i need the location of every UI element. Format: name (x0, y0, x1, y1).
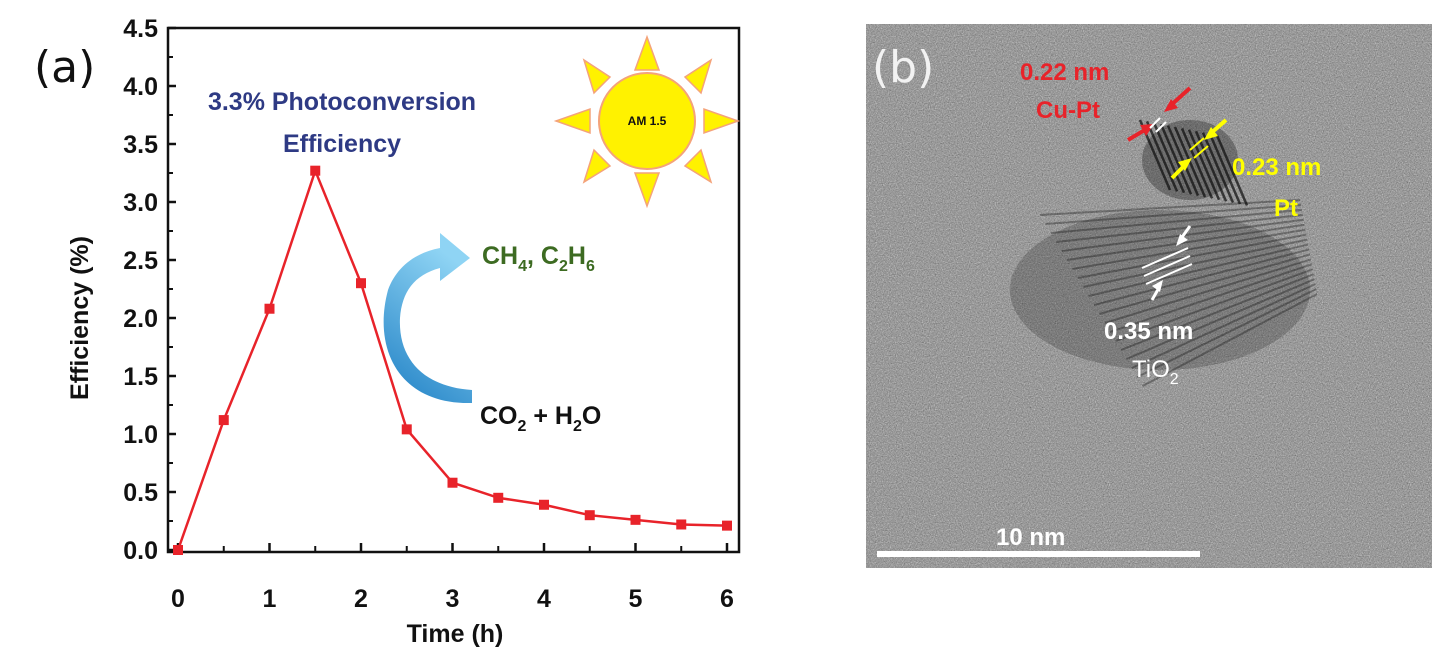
tio2-lattice-fringes (1039, 199, 1318, 387)
lattice-fringe (1180, 127, 1214, 199)
lattice-fringe (1056, 213, 1303, 243)
sun-label: AM 1.5 (628, 114, 667, 128)
lattice-fringe (1115, 268, 1313, 342)
lattice-fringe (1066, 223, 1305, 261)
y-tick-label: 3.5 (123, 131, 158, 159)
x-tick-label: 3 (446, 585, 460, 613)
lattice-fringe (1039, 199, 1301, 216)
lattice-fringe (1145, 120, 1179, 192)
cupt-lattice-fringes (1138, 119, 1249, 206)
pt-label: Pt (1274, 195, 1298, 222)
lattice-fringe (1131, 283, 1316, 369)
lattice-fringe (1173, 126, 1207, 198)
data-point (310, 165, 321, 176)
lattice-fringe (1201, 132, 1235, 204)
lattice-fringe (1072, 228, 1306, 270)
lattice-fringe (1194, 130, 1228, 202)
x-tick-label: 4 (537, 585, 551, 613)
x-axis-ticks: 0 1 2 3 4 5 6 (171, 543, 734, 613)
lattice-fringe (1082, 238, 1308, 288)
tem-image (866, 24, 1432, 568)
cupt-spacing-arrows-icon (1126, 86, 1192, 142)
lattice-fringe (1077, 233, 1307, 279)
y-tick-label: 4.5 (123, 15, 158, 43)
pt-spacing-label: 0.23 nm (1232, 154, 1321, 181)
lattice-fringe (1104, 258, 1312, 324)
sun-icon: AM 1.5 (553, 34, 741, 209)
y-tick-label: 2.0 (123, 305, 158, 333)
lattice-fringe (1126, 278, 1315, 360)
efficiency-annotation-line1: 3.3% Photoconversion (208, 88, 476, 116)
lattice-fringe (1187, 129, 1221, 201)
data-point (630, 514, 641, 525)
tio2-spacing-arrows-icon (1141, 225, 1193, 301)
data-point (676, 519, 687, 530)
scale-bar-label: 10 nm (996, 524, 1065, 551)
efficiency-annotation-line2: Efficiency (283, 130, 401, 158)
y-tick-label: 2.5 (123, 247, 158, 275)
x-axis-label: Time (h) (407, 620, 504, 648)
data-point (173, 545, 183, 555)
lattice-fringe (1159, 123, 1193, 195)
lattice-fringe (1099, 253, 1311, 315)
pt-spacing-arrows-icon (1170, 118, 1228, 180)
scale-bar (877, 551, 1200, 557)
data-point (493, 492, 504, 503)
data-point (447, 477, 458, 488)
y-tick-label: 3.0 (123, 189, 158, 217)
y-axis-label: Efficiency (%) (66, 236, 94, 400)
chart-a: 0.0 0.5 1.0 1.5 2.0 2.5 3.0 3.5 4.0 4.5 0 1 2 3 4 5 6 E… (66, 15, 741, 648)
lattice-fringe (1208, 133, 1242, 205)
lattice-fringe (1088, 243, 1309, 297)
panel-b-label: (b) (872, 42, 934, 93)
lattice-fringe (1050, 208, 1302, 234)
x-tick-label: 1 (263, 585, 277, 613)
x-tick-label: 5 (629, 585, 643, 613)
data-point (264, 303, 275, 314)
lattice-fringe (1142, 293, 1318, 387)
lattice-fringe (1109, 263, 1313, 333)
lattice-fringe (1120, 273, 1314, 351)
lattice-fringe (1152, 122, 1186, 194)
cupt-label: Cu-Pt (1036, 97, 1100, 124)
data-point (539, 499, 549, 510)
x-tick-label: 2 (354, 585, 368, 613)
data-point (584, 510, 595, 521)
tio2-spacing-label: 0.35 nm (1104, 318, 1193, 345)
lattice-fringe (1215, 134, 1249, 206)
tio2-label: TiO2 (1132, 356, 1179, 388)
lattice-fringe (1136, 288, 1317, 378)
products-formula: CH4, C2H6 (482, 242, 595, 275)
lattice-fringe (1093, 248, 1310, 306)
data-point (218, 415, 229, 426)
x-tick-label: 0 (171, 585, 185, 613)
data-point (356, 278, 366, 289)
panel-a-label: (a) (34, 42, 95, 93)
y-tick-label: 0.0 (123, 537, 158, 565)
data-point (722, 520, 732, 531)
conversion-arrow-icon (383, 233, 472, 404)
y-tick-label: 1.5 (123, 363, 158, 391)
lattice-fringe (1045, 203, 1301, 225)
series-line (176, 167, 728, 551)
y-tick-label: 1.0 (123, 421, 158, 449)
data-point (401, 424, 412, 435)
reactants-formula: CO2 + H2O (480, 402, 601, 435)
efficiency-series (173, 165, 732, 555)
y-axis-ticks: 0.0 0.5 1.0 1.5 2.0 2.5 3.0 3.5 4.0 4.5 (123, 15, 176, 565)
cupt-spacing-label: 0.22 nm (1020, 59, 1109, 86)
x-tick-label: 6 (720, 585, 734, 613)
y-tick-label: 4.0 (123, 73, 158, 101)
y-tick-label: 0.5 (123, 479, 158, 507)
